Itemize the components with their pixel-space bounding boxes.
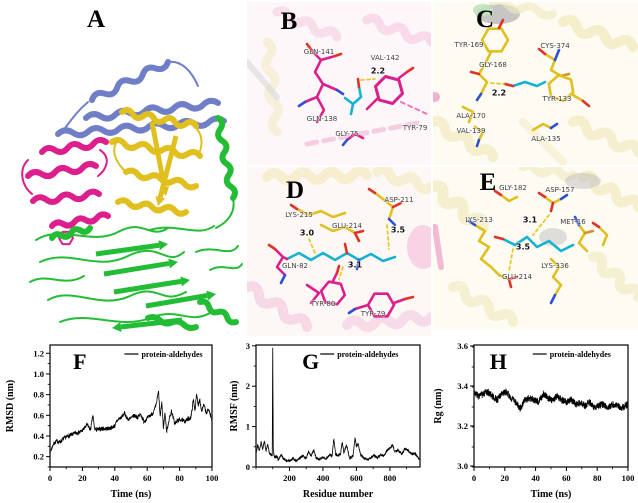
residue-label: GLN-141 <box>303 48 335 56</box>
residue-label: TYR-79 <box>360 310 386 318</box>
svg-text:3.0: 3.0 <box>457 461 468 471</box>
svg-text:Time (ns): Time (ns) <box>111 489 152 500</box>
residue-label: GLU-214 <box>502 273 532 281</box>
svg-text:0.6: 0.6 <box>33 410 44 420</box>
binding-site-c <box>433 2 638 165</box>
distance-label: 3.5 <box>390 225 406 235</box>
distance-label: 3.5 <box>515 242 531 252</box>
svg-text:H: H <box>490 349 507 374</box>
svg-text:60: 60 <box>143 473 152 483</box>
svg-text:Time (ns): Time (ns) <box>531 489 572 500</box>
distance-label: 2.2 <box>491 88 507 98</box>
chart-rg: 0 20 40 60 80 100 3.0 3.2 3.4 3.6 Time (ns) Rg (nm)… <box>430 338 638 503</box>
svg-text:80: 80 <box>593 473 602 483</box>
svg-text:400: 400 <box>317 473 330 483</box>
svg-text:2: 2 <box>246 381 250 391</box>
residue-label: GLY-75 <box>335 130 359 138</box>
svg-text:60: 60 <box>562 473 571 483</box>
svg-text:1: 1 <box>246 422 250 432</box>
residue-label: TYR-133 <box>542 95 572 103</box>
residue-label: GLU-214 <box>332 222 362 230</box>
panel-c: C TYR-169 CYS-374 GLY-168 2.2 TYR-133 AL… <box>433 2 638 165</box>
residue-label: TYR-169 <box>454 41 484 49</box>
svg-text:0: 0 <box>472 473 476 483</box>
svg-text:40: 40 <box>531 473 540 483</box>
residue-label: ASP-157 <box>545 186 575 194</box>
chart-rmsd: 0 20 40 60 80 100 0.2 0.4 0.6 0.8 1.0 1.2 Time (ns) R… <box>2 338 224 503</box>
svg-text:0: 0 <box>246 462 250 472</box>
svg-text:80: 80 <box>175 473 184 483</box>
residue-label: VAL-142 <box>370 54 400 62</box>
residue-label: TYR-80 <box>310 300 336 308</box>
svg-text:3.2: 3.2 <box>457 421 468 431</box>
binding-site-d <box>247 167 431 332</box>
residue-label: TYR-79 <box>402 124 428 132</box>
svg-text:20: 20 <box>78 473 87 483</box>
distance-label: 3.1 <box>347 260 363 270</box>
svg-text:F: F <box>73 349 86 374</box>
svg-text:G: G <box>302 349 319 374</box>
panel-e: E GLY-182 ASP-157 LYS-213 3.1 MET-16 3.5… <box>433 167 638 330</box>
residue-label: ALA-135 <box>531 135 561 143</box>
svg-text:40: 40 <box>111 473 120 483</box>
residue-label: GLY-168 <box>479 61 507 69</box>
binding-site-b <box>247 6 431 147</box>
svg-text:RMSD (nm): RMSD (nm) <box>5 380 16 433</box>
panel-b: B GLN-141 VAL-142 2.2 GLN-138 GLY-75 TYR… <box>247 2 431 165</box>
svg-text:3.6: 3.6 <box>457 341 468 351</box>
svg-text:protein-aldehydes: protein-aldehydes <box>550 350 611 359</box>
residue-label: CYS-374 <box>540 42 570 50</box>
binding-site-e <box>433 167 638 327</box>
residue-label: VAL-139 <box>456 127 486 135</box>
svg-text:RMSF (nm): RMSF (nm) <box>229 380 240 431</box>
panel-d: D LYS-215 ASP-211 GLU-214 3.0 3.5 GLN-82… <box>247 167 431 336</box>
svg-text:1.0: 1.0 <box>33 369 44 379</box>
svg-text:200: 200 <box>283 473 296 483</box>
residue-label: ALA-170 <box>456 112 486 120</box>
svg-text:0: 0 <box>48 473 52 483</box>
svg-text:protein-aldehydes: protein-aldehydes <box>141 350 202 359</box>
panel-a: A <box>0 0 246 336</box>
svg-text:0.8: 0.8 <box>33 390 44 400</box>
distance-label: 2.2 <box>370 66 386 76</box>
svg-text:800: 800 <box>384 473 397 483</box>
svg-text:20: 20 <box>501 473 510 483</box>
svg-text:100: 100 <box>206 473 219 483</box>
chart-rmsf: 200 400 600 800 0 1 2 3 Residue number RMSF (nm) G… <box>226 338 430 503</box>
residue-label: MET-16 <box>560 218 586 226</box>
svg-text:Residue number: Residue number <box>303 489 374 500</box>
svg-text:3.4: 3.4 <box>457 381 468 391</box>
residue-label: LYS-213 <box>465 216 493 224</box>
residue-label: GLN-138 <box>306 115 338 123</box>
svg-text:0.4: 0.4 <box>33 431 44 441</box>
distance-label: 3.1 <box>522 215 538 225</box>
residue-label: GLN-82 <box>282 262 308 270</box>
svg-text:600: 600 <box>350 473 363 483</box>
svg-text:0.2: 0.2 <box>33 452 44 462</box>
svg-text:3: 3 <box>246 341 250 351</box>
distance-label: 3.0 <box>299 228 315 238</box>
residue-label: GLY-182 <box>499 184 527 192</box>
svg-text:protein-aldehydes: protein-aldehydes <box>337 350 398 359</box>
svg-text:Rg (nm): Rg (nm) <box>433 388 444 423</box>
protein-complex-cartoon <box>21 59 243 332</box>
residue-label: ASP-211 <box>384 196 414 204</box>
svg-text:100: 100 <box>622 473 635 483</box>
svg-text:1.2: 1.2 <box>33 348 44 358</box>
residue-label: LYS-336 <box>541 262 569 270</box>
residue-label: LYS-215 <box>285 211 313 219</box>
